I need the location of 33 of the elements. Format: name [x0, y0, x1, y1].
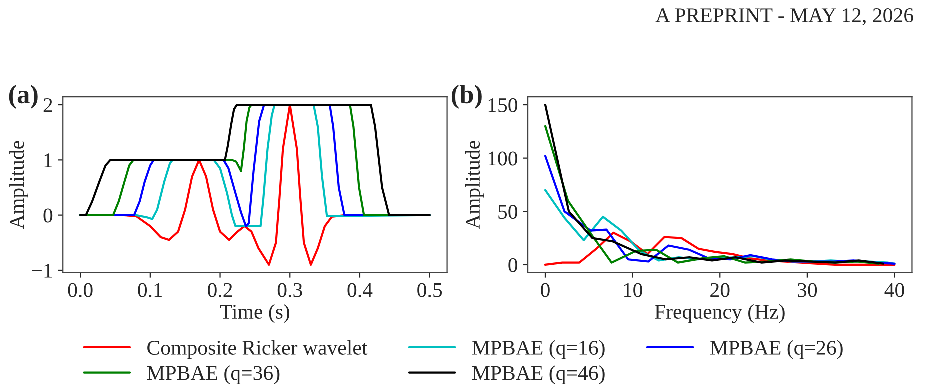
y-tick-label: 1	[44, 154, 52, 168]
chart-title: (b)	[452, 85, 482, 109]
text: A PREPRINT - MAY 12, 2026	[656, 8, 914, 26]
x-tick-label: 20	[710, 283, 730, 298]
legend-label: MPBAE (q=46)	[472, 366, 605, 385]
x-tick-label: 0.3	[278, 283, 302, 298]
y-tick-label: −1	[32, 264, 52, 278]
x-tick-label: 0.5	[418, 283, 442, 298]
x-axis-title: Time (s)	[220, 304, 290, 324]
y-tick-label: 0	[508, 258, 518, 272]
legend-label: Composite Ricker wavelet	[148, 340, 368, 360]
y-axis-title: Amplitude	[10, 141, 28, 230]
legend-label: MPBAE (q=16)	[472, 340, 605, 360]
line-series	[544, 155, 896, 265]
y-tick-label: 150	[488, 98, 518, 112]
x-tick-label: 0	[541, 283, 550, 298]
x-tick-label: 10	[624, 283, 642, 298]
y-axis-title: Amplitude	[465, 141, 484, 230]
x-tick-label: 40	[884, 283, 904, 298]
legend-label: MPBAE (q=26)	[710, 340, 843, 360]
y-tick-label: 100	[488, 152, 518, 166]
x-tick-label: 0.4	[348, 283, 373, 298]
legend-label: MPBAE (q=36)	[147, 366, 280, 385]
y-tick-label: 50	[498, 205, 518, 220]
x-tick-label: 0.0	[68, 283, 93, 298]
chart-title: (a)	[9, 85, 38, 109]
x-tick-label: 30	[798, 283, 818, 298]
x-tick-label: 0.1	[138, 283, 162, 298]
x-axis-title: Frequency (Hz)	[655, 304, 785, 324]
x-tick-label: 0.2	[208, 283, 232, 298]
y-tick-label: 0	[44, 208, 53, 223]
line-series	[544, 232, 896, 266]
y-tick-label: 2	[44, 98, 52, 112]
